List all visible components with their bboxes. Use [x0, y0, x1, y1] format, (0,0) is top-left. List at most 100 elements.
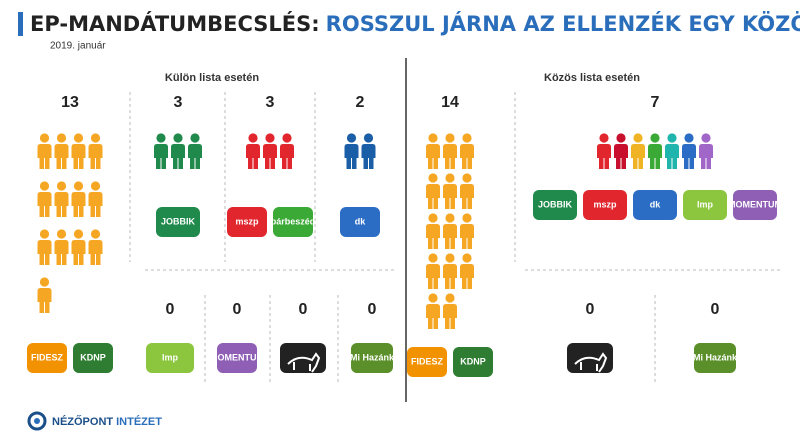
seat-icon	[171, 133, 185, 169]
party-logo	[633, 190, 677, 220]
icon-head	[667, 133, 677, 143]
icon-body	[188, 144, 202, 169]
icon-body	[263, 144, 277, 169]
seat-icon	[426, 293, 440, 329]
party-logo	[146, 343, 194, 373]
seat-icon	[443, 173, 457, 209]
icon-body	[443, 224, 457, 249]
seat-icon	[682, 133, 696, 169]
seat-count: 3	[174, 94, 183, 111]
party-logo-text: MOMENTUM	[210, 352, 264, 362]
icon-body	[614, 144, 628, 169]
seat-icon	[426, 213, 440, 249]
icon-head	[445, 133, 455, 143]
seat-icon	[443, 293, 457, 329]
seat-icon	[71, 181, 86, 217]
icon-body	[443, 184, 457, 209]
icon-body	[460, 264, 474, 289]
seat-count: 3	[266, 94, 275, 111]
seat-icon	[280, 133, 294, 169]
icon-body	[54, 240, 69, 265]
icon-body	[648, 144, 662, 169]
seat-icon	[88, 181, 103, 217]
seat-icon	[426, 133, 440, 169]
icon-head	[56, 229, 67, 239]
party-logo-text: dk	[650, 199, 661, 209]
party-logo-text: mszp	[235, 216, 259, 226]
icon-head	[90, 181, 101, 191]
seat-icon	[443, 253, 457, 289]
party-logo	[453, 347, 493, 377]
seat-icon	[88, 133, 103, 169]
icon-body	[71, 240, 86, 265]
seat-icon	[188, 133, 202, 169]
seat-icon	[71, 229, 86, 265]
party-logo-text: FIDESZ	[411, 356, 444, 366]
icon-head	[265, 133, 275, 143]
icon-body	[426, 264, 440, 289]
icon-body	[37, 288, 52, 313]
seat-icon	[54, 133, 69, 169]
icon-body	[54, 144, 69, 169]
icon-body	[426, 224, 440, 249]
title-bar	[18, 12, 23, 36]
icon-body	[54, 192, 69, 217]
icon-body	[460, 184, 474, 209]
icon-body	[460, 224, 474, 249]
icon-head	[445, 213, 455, 223]
seat-count: 0	[299, 301, 308, 318]
title-prefix: EP-MANDÁTUMBECSLÉS:	[30, 11, 320, 36]
seat-icon	[631, 133, 645, 169]
icon-body	[71, 192, 86, 217]
seat-count: 0	[368, 301, 377, 318]
icon-head	[445, 253, 455, 263]
seat-icon	[361, 133, 376, 169]
party-logo	[227, 207, 267, 237]
seat-icon	[614, 133, 628, 169]
party-logo-text: Mi Hazánk	[350, 352, 395, 362]
icon-body	[443, 144, 457, 169]
icon-head	[462, 173, 472, 183]
icon-body	[37, 240, 52, 265]
seat-icon	[37, 133, 52, 169]
title: EP-MANDÁTUMBECSLÉS: ROSSZUL JÁRNA AZ ELLE…	[30, 11, 800, 36]
date: 2019. január	[50, 41, 106, 52]
seat-icon	[426, 173, 440, 209]
icon-body	[344, 144, 359, 169]
party-logo-text: párbeszéd	[271, 216, 316, 226]
icon-head	[156, 133, 166, 143]
icon-head	[39, 277, 50, 287]
icon-body	[631, 144, 645, 169]
icon-body	[699, 144, 713, 169]
icon-body	[71, 144, 86, 169]
seat-icon	[54, 229, 69, 265]
icon-head	[363, 133, 374, 143]
icon-body	[280, 144, 294, 169]
party-logo-dog	[287, 352, 321, 373]
icon-head	[173, 133, 183, 143]
icon-body	[88, 144, 103, 169]
icon-head	[56, 133, 67, 143]
seat-icon	[443, 133, 457, 169]
party-logo	[533, 190, 577, 220]
seat-icon	[648, 133, 662, 169]
party-logo-text: MOMENTUM	[728, 199, 782, 209]
icon-head	[428, 133, 438, 143]
seat-icon	[460, 213, 474, 249]
seat-icon	[460, 133, 474, 169]
footer-logo	[34, 418, 40, 424]
party-logo	[73, 343, 113, 373]
party-logo-text: dk	[355, 216, 366, 226]
icon-body	[37, 144, 52, 169]
icon-head	[462, 253, 472, 263]
icon-head	[462, 213, 472, 223]
icon-head	[616, 133, 626, 143]
panel-title: Külön lista esetén	[165, 72, 259, 84]
icon-body	[443, 264, 457, 289]
icon-body	[88, 240, 103, 265]
icon-head	[428, 253, 438, 263]
party-logo-text: JOBBIK	[538, 199, 573, 209]
panel-title: Közös lista esetén	[544, 72, 640, 84]
seat-count: 13	[61, 94, 79, 111]
